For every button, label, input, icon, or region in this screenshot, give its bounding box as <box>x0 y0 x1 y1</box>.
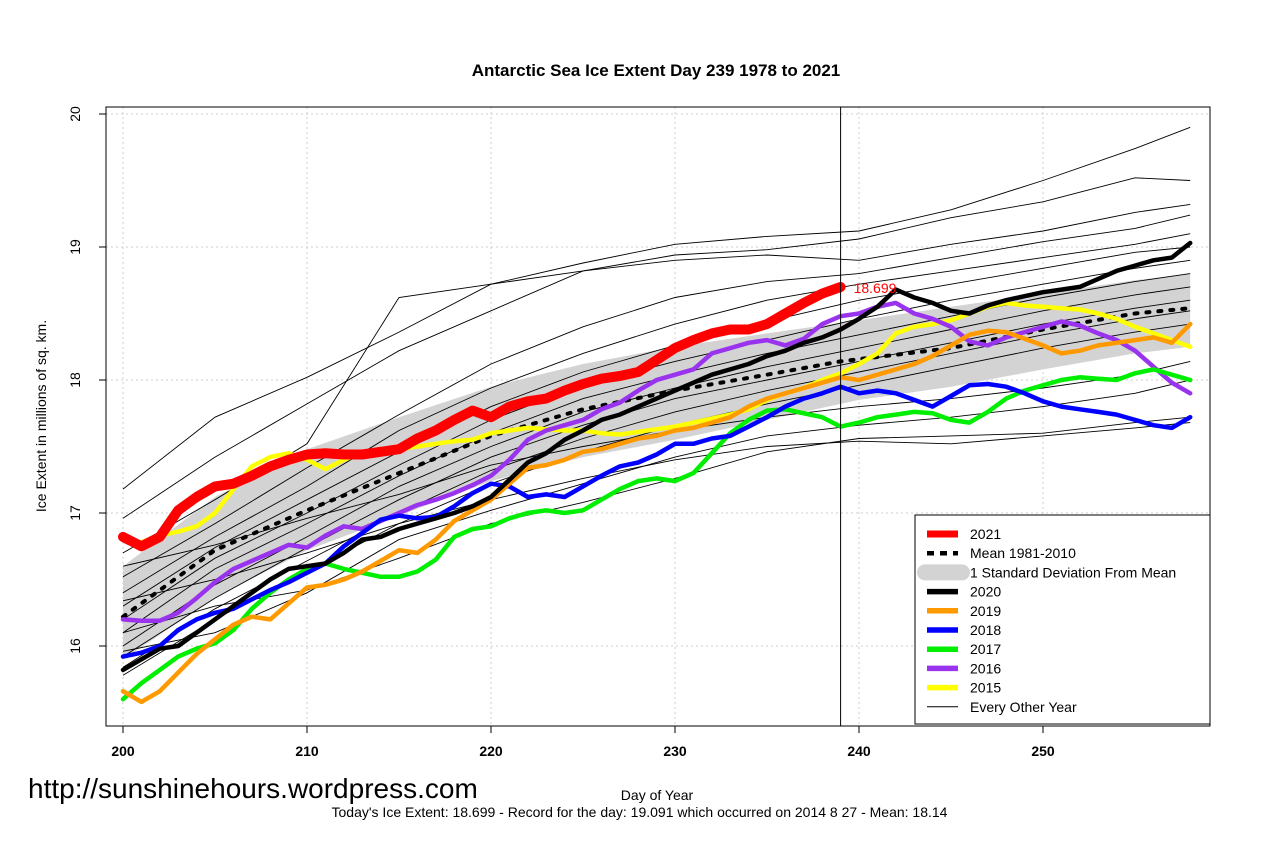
std-dev-band-layer <box>123 273 1191 660</box>
other-year-line <box>122 214 1191 578</box>
x-axis-label: Day of Year <box>621 787 694 803</box>
other-year-line <box>122 203 1191 554</box>
legend-box <box>914 514 1211 725</box>
legend-label: 2021 <box>970 526 1001 542</box>
y-tick-label: 20 <box>67 106 83 122</box>
legend-label: 2018 <box>970 622 1001 638</box>
current-value-label: 18.699 <box>854 280 897 296</box>
x-tick-label: 230 <box>663 743 687 759</box>
x-tick-label: 220 <box>479 743 503 759</box>
series-line-2018 <box>120 381 1193 659</box>
other-year-line <box>122 126 1191 490</box>
legend-label: Every Other Year <box>970 699 1077 715</box>
current-day-layer: 18.699 <box>840 107 897 726</box>
plot-frame <box>105 106 1211 727</box>
series-line-2020 <box>120 240 1193 673</box>
legend-label: Mean 1981-2010 <box>970 545 1076 561</box>
std-dev-band <box>123 273 1191 660</box>
series-line-2019 <box>120 321 1193 705</box>
x-tick-label: 250 <box>1031 743 1055 759</box>
y-tick-label: 17 <box>67 505 83 521</box>
series-line-2021 <box>118 282 846 552</box>
legend-label: 2016 <box>970 660 1001 676</box>
other-year-line <box>122 286 1191 647</box>
y-tick-label: 16 <box>67 638 83 654</box>
legend-label: 2020 <box>970 584 1001 600</box>
y-axis-label: Ice Extent in millions of sq. km. <box>33 320 49 512</box>
series-line-2017 <box>120 367 1193 702</box>
other-year-line <box>122 379 1191 652</box>
x-axis-ticks: 200 210 220 230 240 250 <box>111 726 1055 759</box>
legend-label: 2015 <box>970 680 1001 696</box>
x-tick-label: 240 <box>847 743 871 759</box>
watermark-url: http://sunshinehours.wordpress.com <box>28 773 478 804</box>
chart-title: Antarctic Sea Ice Extent Day 239 1978 to… <box>472 61 841 80</box>
year-series-layer <box>118 240 1193 705</box>
other-year-line <box>122 233 1191 594</box>
legend-label: 2017 <box>970 641 1001 657</box>
y-axis-ticks: 16 17 18 19 20 <box>67 106 106 654</box>
legend-label: 1 Standard Deviation From Mean <box>970 564 1176 580</box>
legend: 2021 Mean 1981-2010 1 Standard Deviation F… <box>914 514 1211 725</box>
other-year-line <box>122 310 1191 668</box>
x-tick-label: 200 <box>111 743 135 759</box>
other-year-line <box>122 177 1191 519</box>
y-tick-label: 19 <box>67 239 83 255</box>
other-year-line <box>122 422 1191 602</box>
x-tick-label: 210 <box>295 743 319 759</box>
y-tick-label: 18 <box>67 372 83 388</box>
legend-label: 2019 <box>970 603 1001 619</box>
other-year-line <box>122 259 1191 620</box>
footer-caption: Today's Ice Extent: 18.699 - Record for … <box>331 804 948 820</box>
